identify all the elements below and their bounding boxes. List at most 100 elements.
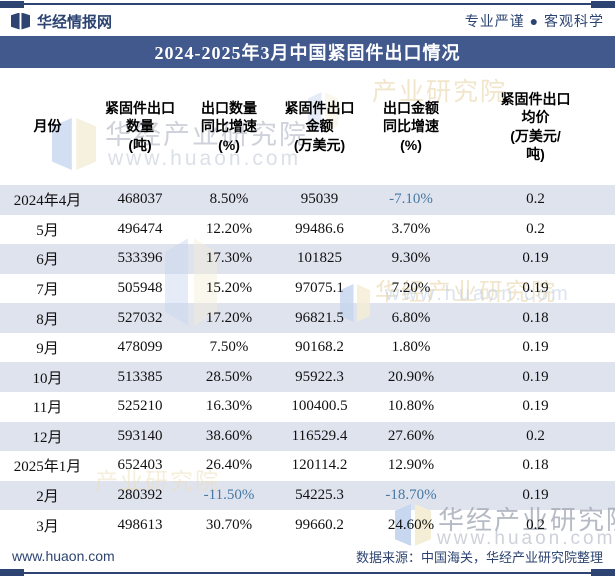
cell-price: 0.19: [522, 487, 549, 504]
cell-price: 0.19: [522, 368, 549, 385]
cell-month: 12月: [32, 429, 63, 446]
cell-qty_growth: -11.50%: [203, 487, 255, 504]
cell-month: 8月: [36, 311, 59, 328]
col-header-amount-growth: 出口金额 同比增速 (%): [383, 100, 439, 153]
cell-price: 0.2: [526, 516, 545, 533]
cell-qty_growth: 38.60%: [205, 427, 253, 444]
col-header-export-amount: 紧固件出口 金额 (万美元): [284, 100, 355, 153]
table-body: 2024年4月 468037 8.50% 95039 -7.10% 0.2 5月 496474…: [0, 185, 615, 540]
top-rule-cap-left: [0, 1, 24, 8]
cell-amount_growth: 3.70%: [391, 220, 431, 237]
cell-amount_growth: 24.60%: [387, 516, 435, 533]
table-row: 6月 533396 17.30% 101825 9.30% 0.19: [0, 244, 615, 274]
cell-month: 2025年1月: [13, 459, 82, 476]
table-row: 8月 527032 17.20% 96821.5 6.80% 0.18: [0, 303, 615, 333]
cell-amount: 90168.2: [295, 339, 344, 356]
cell-amount: 54225.3: [295, 487, 344, 504]
cell-amount: 99486.6: [295, 220, 344, 237]
cell-amount: 95039: [300, 191, 339, 208]
cell-price: 0.2: [526, 191, 545, 208]
col-header-avg-price: 紧固件出口 均价 (万美元/ 吨): [500, 91, 571, 162]
cell-month: 6月: [36, 252, 59, 269]
footer-site-url: www.huaon.com: [12, 548, 115, 564]
cell-amount: 97075.1: [295, 280, 344, 297]
cell-price: 0.18: [522, 309, 549, 326]
cell-amount: 116529.4: [291, 427, 348, 444]
title-band: 2024-2025年3月中国紧固件出口情况: [0, 36, 615, 68]
cell-price: 0.19: [522, 339, 549, 356]
cell-price: 0.19: [522, 398, 549, 415]
table-row: 3月 498613 30.70% 99660.2 24.60% 0.2: [0, 510, 615, 540]
cell-amount_growth: 7.20%: [391, 280, 431, 297]
bottom-rule-cap-left: [0, 569, 24, 576]
cell-qty_growth: 17.20%: [205, 309, 253, 326]
table-row: 7月 505948 15.20% 97075.1 7.20% 0.19: [0, 274, 615, 304]
table-row: 2025年1月 652403 26.40% 120114.2 12.90% 0.18: [0, 451, 615, 481]
cell-qty: 478099: [117, 339, 163, 356]
table-row: 10月 513385 28.50% 95922.3 20.90% 0.19: [0, 362, 615, 393]
cell-amount: 101825: [297, 250, 342, 267]
footer-bar: www.huaon.com 数据来源：中国海关，华经产业研究院整理: [0, 543, 615, 569]
table-header-row: 月份 紧固件出口 数量 (吨) 出口数量 同比增速 (%) 紧固件出口 金额 (…: [0, 68, 615, 185]
table-row: 11月 525210 16.30% 100400.5 10.80% 0.19: [0, 392, 615, 422]
cell-amount: 96821.5: [295, 309, 344, 326]
top-rule-cap-right: [591, 1, 615, 8]
table-row: 2024年4月 468037 8.50% 95039 -7.10% 0.2: [0, 185, 615, 215]
cell-qty_growth: 30.70%: [205, 516, 253, 533]
cell-qty_growth: 7.50%: [209, 339, 249, 356]
cell-amount: 95922.3: [295, 368, 344, 385]
top-rule: [0, 3, 615, 5]
cell-qty: 496474: [117, 220, 163, 237]
table-row: 5月 496474 12.20% 99486.6 3.70% 0.2: [0, 215, 615, 245]
cell-month: 5月: [36, 222, 59, 239]
table-row: 9月 478099 7.50% 90168.2 1.80% 0.19: [0, 333, 615, 363]
cell-price: 0.2: [526, 220, 545, 237]
col-header-export-qty: 紧固件出口 数量 (吨): [105, 100, 175, 153]
cell-amount: 120114.2: [291, 457, 348, 474]
page-title: 2024-2025年3月中国紧固件出口情况: [154, 43, 461, 63]
cell-qty_growth: 16.30%: [205, 398, 253, 415]
cell-amount_growth: 27.60%: [387, 427, 435, 444]
cell-amount: 100400.5: [291, 398, 348, 415]
cell-qty: 505948: [117, 280, 163, 297]
cell-qty: 280392: [117, 487, 163, 504]
bottom-rule-cap-right: [591, 569, 615, 576]
cell-price: 0.18: [522, 457, 549, 474]
cell-qty: 468037: [117, 191, 163, 208]
cell-price: 0.19: [522, 280, 549, 297]
cell-price: 0.2: [526, 427, 545, 444]
cell-amount_growth: 20.90%: [387, 368, 435, 385]
cell-amount_growth: 1.80%: [391, 339, 431, 356]
cell-qty: 527032: [117, 309, 163, 326]
cell-qty: 525210: [117, 398, 163, 415]
cell-qty: 593140: [117, 427, 163, 444]
bottom-rule: [0, 572, 615, 574]
cell-price: 0.19: [522, 250, 549, 267]
cell-qty: 533396: [117, 250, 163, 267]
cell-qty_growth: 17.30%: [205, 250, 253, 267]
brand: 华经情报网: [11, 11, 112, 32]
cell-qty_growth: 28.50%: [205, 368, 253, 385]
cell-qty_growth: 15.20%: [205, 280, 253, 297]
data-source-note: 数据来源：中国海关，华经产业研究院整理: [355, 549, 603, 565]
table-row: 2月 280392 -11.50% 54225.3 -18.70% 0.19: [0, 480, 615, 511]
brand-name: 华经情报网: [37, 13, 113, 31]
cell-month: 7月: [36, 282, 59, 299]
huaon-logo-icon: [11, 12, 30, 30]
cell-month: 9月: [36, 341, 59, 358]
cell-amount_growth: 10.80%: [387, 398, 435, 415]
cell-qty_growth: 26.40%: [205, 457, 253, 474]
cell-qty: 652403: [117, 457, 163, 474]
cell-amount_growth: 9.30%: [391, 250, 431, 267]
cell-month: 3月: [36, 518, 59, 535]
cell-amount_growth: -18.70%: [385, 487, 437, 504]
col-header-month: 月份: [33, 118, 62, 135]
col-header-qty-growth: 出口数量 同比增速 (%): [201, 100, 257, 153]
cell-month: 2024年4月: [13, 193, 82, 210]
cell-qty: 513385: [117, 368, 163, 385]
brand-bar: 华经情报网 专业严谨 ● 客观科学: [0, 7, 615, 35]
cell-qty_growth: 12.20%: [205, 220, 253, 237]
cell-qty_growth: 8.50%: [209, 191, 249, 208]
cell-qty: 498613: [117, 516, 163, 533]
